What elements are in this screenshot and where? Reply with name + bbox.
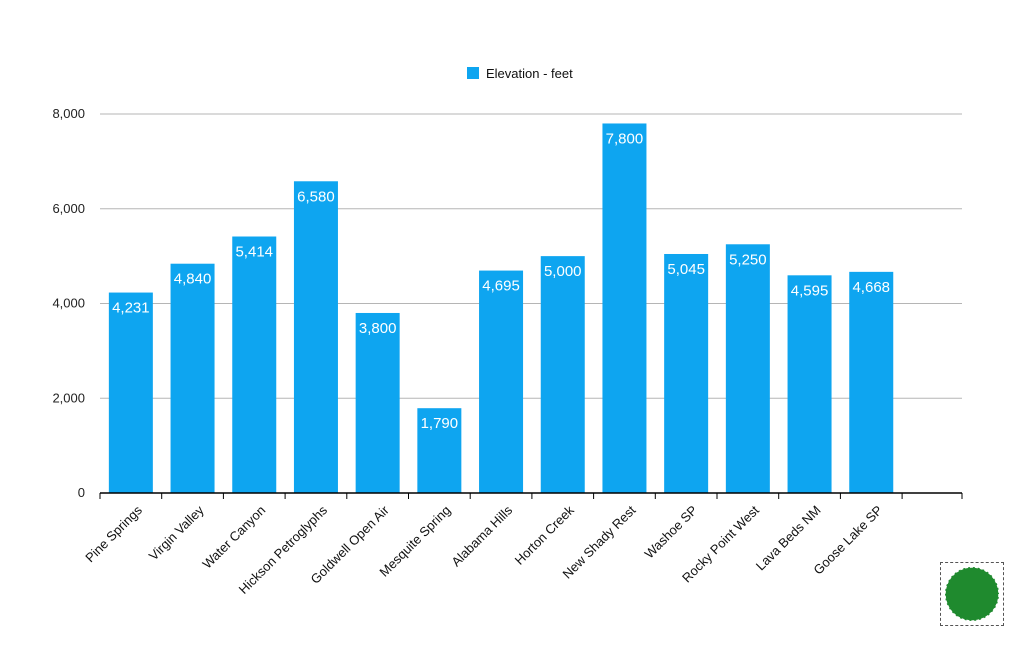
x-tick-label: Water Canyon [199, 503, 268, 572]
bar [479, 270, 524, 493]
legend: Elevation - feet [467, 66, 573, 81]
data-label: 4,695 [482, 278, 520, 295]
data-label: 6,580 [297, 188, 335, 205]
data-label: 4,840 [174, 271, 212, 288]
bar [725, 244, 770, 493]
data-label: 5,250 [729, 251, 767, 268]
x-tick-label: Virgin Valley [146, 502, 207, 563]
y-tick-label: 6,000 [52, 201, 85, 216]
bar [849, 271, 894, 493]
bar [355, 312, 400, 493]
x-tick-label: Horton Creek [512, 502, 578, 568]
gridlines [100, 113, 962, 399]
y-tick-label: 0 [78, 485, 85, 500]
bar [602, 123, 647, 493]
bar [664, 253, 709, 493]
data-label: 5,000 [544, 263, 582, 280]
data-label: 4,668 [852, 279, 890, 296]
data-label: 4,231 [112, 300, 150, 317]
bar [293, 181, 338, 493]
y-tick-label: 2,000 [52, 390, 85, 405]
x-tick-label: Washoe SP [641, 503, 700, 562]
bar [417, 408, 462, 493]
data-label: 4,595 [791, 282, 829, 299]
data-label: 1,790 [421, 415, 459, 432]
data-label: 5,045 [667, 261, 705, 278]
y-axis: 0 2,000 4,000 6,000 8,000 [52, 106, 85, 500]
legend-swatch [467, 67, 479, 79]
bar [787, 275, 832, 493]
bar [540, 256, 585, 493]
bar [108, 292, 153, 493]
data-label: 3,800 [359, 320, 397, 337]
data-label: 5,414 [235, 244, 273, 261]
bar [232, 236, 277, 493]
x-tick-label: Pine Springs [82, 502, 145, 565]
bars: 4,231 4,840 5,414 6,580 3,800 1,790 4,695 5,000… [108, 123, 894, 493]
x-tick-label: Alabama Hills [448, 502, 515, 569]
y-tick-label: 8,000 [52, 106, 85, 121]
data-label: 7,800 [606, 130, 644, 147]
x-tick-label: Lava Beds NM [753, 503, 824, 574]
postcards-from-the-road-logo [940, 562, 1004, 626]
legend-label: Elevation - feet [486, 66, 573, 81]
bar [170, 263, 215, 493]
y-tick-label: 4,000 [52, 296, 85, 311]
